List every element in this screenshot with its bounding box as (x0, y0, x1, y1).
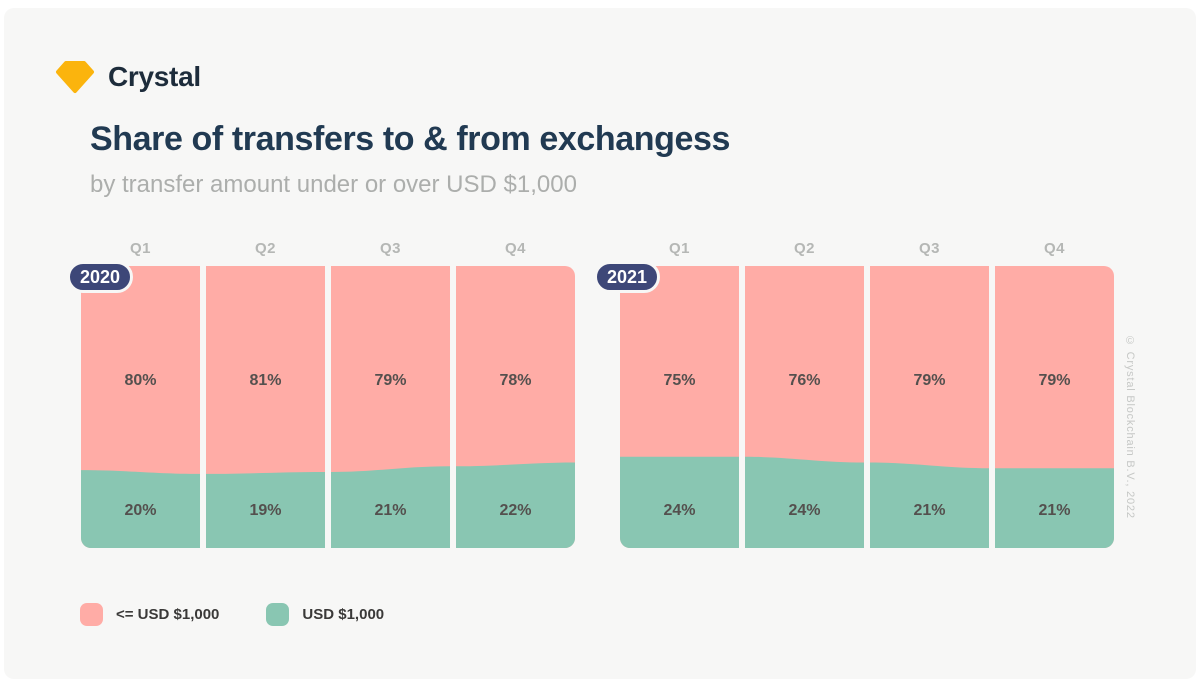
quarter-label: Q3 (379, 240, 401, 257)
bar-segment-over (870, 462, 989, 548)
pct-label-over: 22% (499, 502, 532, 519)
infographic-card: Crystal Share of transfers to & from exc… (4, 8, 1196, 679)
pct-label-under: 76% (788, 372, 821, 389)
legend-item-under: <= USD $1,000 (80, 603, 219, 626)
bar-segment-over (331, 466, 450, 548)
pct-label-under: 75% (663, 372, 696, 389)
pct-label-under: 80% (124, 372, 157, 389)
pct-label-over: 20% (124, 502, 157, 519)
quarter-label: Q4 (504, 240, 526, 257)
bar-segment-over (81, 470, 200, 548)
pct-label-under: 78% (499, 372, 532, 389)
pct-label-over: 24% (788, 502, 821, 519)
quarter-label: Q1 (129, 240, 151, 257)
quarter-label: Q3 (918, 240, 940, 257)
quarter-label: Q2 (254, 240, 276, 257)
bar-2020-Q1: 80% 20% (81, 266, 200, 548)
bar-segment-over (456, 462, 575, 548)
quarter-label: Q2 (793, 240, 815, 257)
pct-label-over: 24% (663, 502, 696, 519)
bar-2021-Q2: 76% 24% (745, 266, 864, 548)
copyright-text: © Crystal Blockchain B.V., 2022 (1124, 335, 1136, 519)
pct-label-over: 21% (374, 502, 407, 519)
legend: <= USD $1,000 USD $1,000 (80, 603, 384, 626)
bar-segment-over (745, 456, 864, 548)
bar-segment-over (206, 472, 325, 548)
gem-icon (55, 60, 95, 94)
crystal-logo: Crystal (55, 60, 201, 94)
legend-label-under: <= USD $1,000 (116, 606, 220, 623)
pct-label-over: 19% (249, 502, 282, 519)
legend-swatch-under (80, 603, 103, 626)
pct-label-under: 79% (913, 372, 946, 389)
bar-2020-Q3: 79% 21% (331, 266, 450, 548)
year-group-2021: Q1 Q2 Q3 Q4 75% 24% 76% 24% 79% 21% 79% 21% 2021 (594, 240, 1114, 548)
pct-label-under: 79% (374, 372, 407, 389)
quarter-label: Q1 (668, 240, 690, 257)
legend-label-over: USD $1,000 (302, 606, 385, 623)
legend-item-over: USD $1,000 (266, 603, 384, 626)
year-badge-2021: 2021 (594, 261, 661, 293)
page-title: Share of transfers to & from exchangess (90, 120, 731, 158)
year-badge-2020: 2020 (67, 261, 134, 293)
pct-label-under: 81% (249, 372, 282, 389)
bar-segment-over (620, 456, 739, 548)
bar-2021-Q4: 79% 21% (995, 266, 1114, 548)
bar-2020-Q2: 81% 19% (206, 266, 325, 548)
bar-2021-Q1: 75% 24% (620, 266, 739, 548)
pct-label-under: 79% (1038, 372, 1071, 389)
bar-segment-over (995, 468, 1114, 548)
year-group-2020: Q1 Q2 Q3 Q4 80% 20% 81% 19% 79% 21% 78% 22% 2020 (67, 240, 575, 548)
pct-label-over: 21% (1038, 502, 1071, 519)
page-subtitle: by transfer amount under or over USD $1,… (90, 171, 577, 198)
bar-2021-Q3: 79% 21% (870, 266, 989, 548)
legend-swatch-over (266, 603, 290, 626)
quarter-label: Q4 (1043, 240, 1065, 257)
pct-label-over: 21% (913, 502, 946, 519)
bar-2020-Q4: 78% 22% (456, 266, 575, 548)
stacked-bar-chart: Q1 Q2 Q3 Q4 80% 20% 81% 19% 79% 21% 78% 22% 2020 Q1 Q2… (67, 240, 1114, 548)
logo-text: Crystal (108, 61, 201, 92)
